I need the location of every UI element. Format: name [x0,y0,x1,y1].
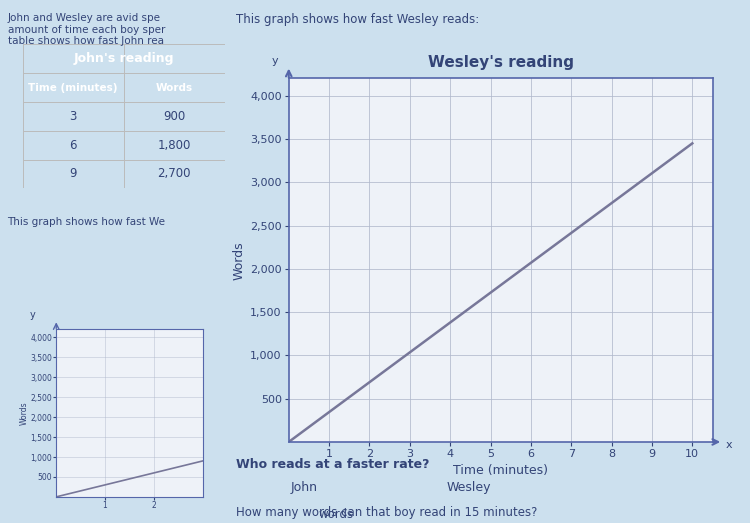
Text: Who reads at a faster rate?: Who reads at a faster rate? [236,458,430,471]
Text: 1,800: 1,800 [158,139,191,152]
Text: x: x [725,440,732,450]
Title: Wesley's reading: Wesley's reading [427,55,574,70]
Text: 900: 900 [164,110,185,123]
Text: y: y [272,56,278,66]
Text: This graph shows how fast We: This graph shows how fast We [8,217,166,227]
Text: Time (minutes): Time (minutes) [28,83,118,93]
Y-axis label: Words: Words [233,241,246,279]
Text: 9: 9 [69,167,76,180]
Text: words: words [319,508,354,520]
Text: How many words can that boy read in 15 minutes?: How many words can that boy read in 15 m… [236,506,538,519]
Text: This graph shows how fast Wesley reads:: This graph shows how fast Wesley reads: [236,13,479,26]
Text: Wesley: Wesley [446,482,491,494]
Y-axis label: Words: Words [20,401,28,425]
X-axis label: Time (minutes): Time (minutes) [453,464,548,477]
Text: Words: Words [156,83,193,93]
Text: 3: 3 [70,110,76,123]
Text: 2,700: 2,700 [158,167,191,180]
Text: John: John [290,482,317,494]
Text: y: y [30,310,36,320]
Text: John and Wesley are avid spe
amount of time each boy sper
table shows how fast J: John and Wesley are avid spe amount of t… [8,13,165,46]
Text: John's reading: John's reading [74,52,174,65]
Text: 6: 6 [69,139,76,152]
